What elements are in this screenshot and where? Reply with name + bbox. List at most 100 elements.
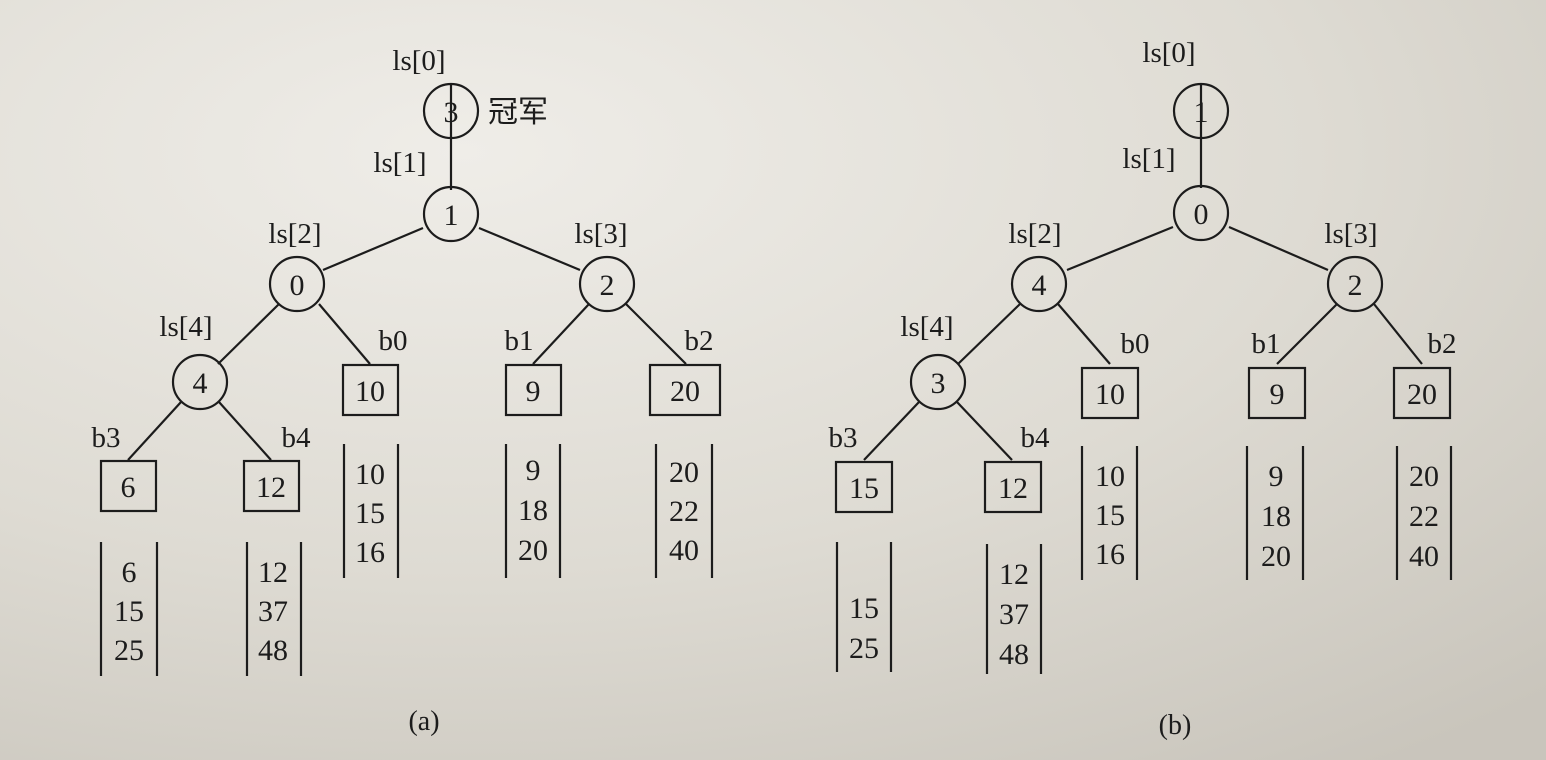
- node-label: ls[2]: [268, 218, 321, 250]
- leaf-value: 10: [355, 375, 385, 408]
- diagram-b: 1 ls[0] 0 ls[1] 4 ls[2] 2 ls[3] 3 ls[4] …: [829, 37, 1457, 741]
- node-value: 2: [600, 269, 615, 302]
- leaf-label: b3: [829, 422, 858, 454]
- leaf-value: 20: [670, 375, 700, 408]
- run-value: 25: [849, 632, 879, 665]
- diagram-a: 3 ls[0] 冠军 1 ls[1] 0 ls[2] 2 ls[3] 4 ls[…: [92, 45, 722, 737]
- edge-b-ls2-ls4: [957, 303, 1021, 365]
- node-b-ls2: 4 ls[2]: [1008, 218, 1068, 313]
- leaf-a-b3: 6 b3: [92, 422, 158, 513]
- run-value: 22: [669, 495, 699, 528]
- leaf-b-b2: 20 b2: [1392, 328, 1457, 420]
- leaf-label: b2: [685, 325, 714, 357]
- node-b-ls4: 3 ls[4]: [900, 311, 967, 411]
- node-a-ls4: 4 ls[4]: [159, 311, 229, 411]
- leaf-b-b3: 15 b3: [829, 422, 894, 514]
- run-a-b1: 9 18 20: [504, 444, 562, 578]
- run-value: 18: [1261, 500, 1291, 533]
- run-value: 37: [258, 595, 288, 628]
- run-a-b3: 6 15 25: [99, 542, 159, 676]
- node-a-ls3: 2 ls[3]: [574, 218, 636, 313]
- run-value: 12: [999, 558, 1029, 591]
- edge-b-ls4-b3: [863, 401, 920, 461]
- node-a-ls1: 1 ls[1]: [373, 147, 480, 243]
- node-label: ls[4]: [159, 311, 212, 343]
- node-label: ls[1]: [373, 147, 426, 179]
- run-a-b4: 12 37 48: [245, 542, 303, 676]
- node-label: ls[0]: [392, 45, 445, 77]
- node-label: ls[0]: [1142, 37, 1195, 69]
- edge-a-ls4-b3: [127, 401, 182, 461]
- leaf-value: 12: [256, 471, 286, 504]
- leaf-value: 9: [1270, 378, 1285, 411]
- node-label: ls[4]: [900, 311, 953, 343]
- edge-b-ls3-b1: [1276, 303, 1338, 365]
- node-a-ls2: 0 ls[2]: [268, 218, 326, 313]
- leaf-b-b0: 10 b0: [1080, 328, 1150, 420]
- leaf-value: 20: [1407, 378, 1437, 411]
- leaf-value: 6: [121, 471, 136, 504]
- run-value: 15: [114, 595, 144, 628]
- run-value: 9: [1269, 460, 1284, 493]
- node-label: ls[1]: [1122, 143, 1175, 175]
- run-value: 15: [355, 497, 385, 530]
- run-value: 20: [1261, 540, 1291, 573]
- edge-a-ls1-ls2: [322, 226, 424, 272]
- run-value: 15: [1095, 499, 1125, 532]
- leaf-label: b0: [1121, 328, 1150, 360]
- leaf-label: b0: [379, 325, 408, 357]
- leaf-a-b0: 10 b0: [341, 325, 408, 417]
- node-value: 4: [193, 367, 208, 400]
- run-value: 20: [518, 534, 548, 567]
- run-value: 22: [1409, 500, 1439, 533]
- edge-b-ls1-ls3: [1228, 225, 1329, 272]
- leaf-label: b1: [1252, 328, 1281, 360]
- edge-b-ls4-b4: [956, 401, 1013, 461]
- caption-b: (b): [1159, 710, 1192, 741]
- run-value: 9: [526, 454, 541, 487]
- edge-b-ls3-b2: [1373, 303, 1423, 365]
- run-a-b2: 20 22 40: [654, 444, 714, 578]
- run-value: 37: [999, 598, 1029, 631]
- run-b-b3: 15 25: [835, 542, 893, 672]
- run-value: 20: [669, 456, 699, 489]
- leaf-a-b1: 9 b1: [505, 325, 563, 417]
- node-value: 1: [444, 199, 459, 232]
- caption-a: (a): [408, 706, 439, 737]
- leaf-a-b4: 12 b4: [242, 422, 312, 513]
- edge-a-ls3-b1: [532, 303, 590, 365]
- run-value: 16: [355, 536, 385, 569]
- run-value: 6: [122, 556, 137, 589]
- node-b-ls0: 1 ls[0]: [1142, 37, 1230, 140]
- run-value: 20: [1409, 460, 1439, 493]
- node-label: ls[3]: [1324, 218, 1377, 250]
- node-label: ls[2]: [1008, 218, 1061, 250]
- run-value: 12: [258, 556, 288, 589]
- leaf-value: 15: [849, 472, 879, 505]
- run-value: 16: [1095, 538, 1125, 571]
- run-value: 10: [355, 458, 385, 491]
- run-value: 18: [518, 494, 548, 527]
- node-a-ls0: 3 ls[0] 冠军: [392, 45, 548, 140]
- leaf-label: b4: [1021, 422, 1051, 454]
- leaf-a-b2: 20 b2: [648, 325, 722, 417]
- run-value: 48: [999, 638, 1029, 671]
- run-value: 25: [114, 634, 144, 667]
- leaf-b-b4: 12 b4: [983, 422, 1051, 514]
- leaf-label: b1: [505, 325, 534, 357]
- run-value: 40: [669, 534, 699, 567]
- leaf-label: b4: [282, 422, 312, 454]
- edge-a-ls3-b2: [625, 303, 687, 365]
- node-value: 2: [1348, 269, 1363, 302]
- node-value: 3: [444, 96, 459, 129]
- leaf-value: 10: [1095, 378, 1125, 411]
- run-b-b1: 9 18 20: [1245, 446, 1305, 580]
- leaf-b-b1: 9 b1: [1247, 328, 1307, 420]
- node-value: 0: [290, 269, 305, 302]
- node-value: 3: [931, 367, 946, 400]
- edge-b-ls1-ls2: [1066, 225, 1174, 272]
- run-a-b0: 10 15 16: [342, 444, 400, 578]
- edge-a-ls2-b0: [318, 303, 371, 365]
- run-b-b0: 10 15 16: [1080, 446, 1139, 580]
